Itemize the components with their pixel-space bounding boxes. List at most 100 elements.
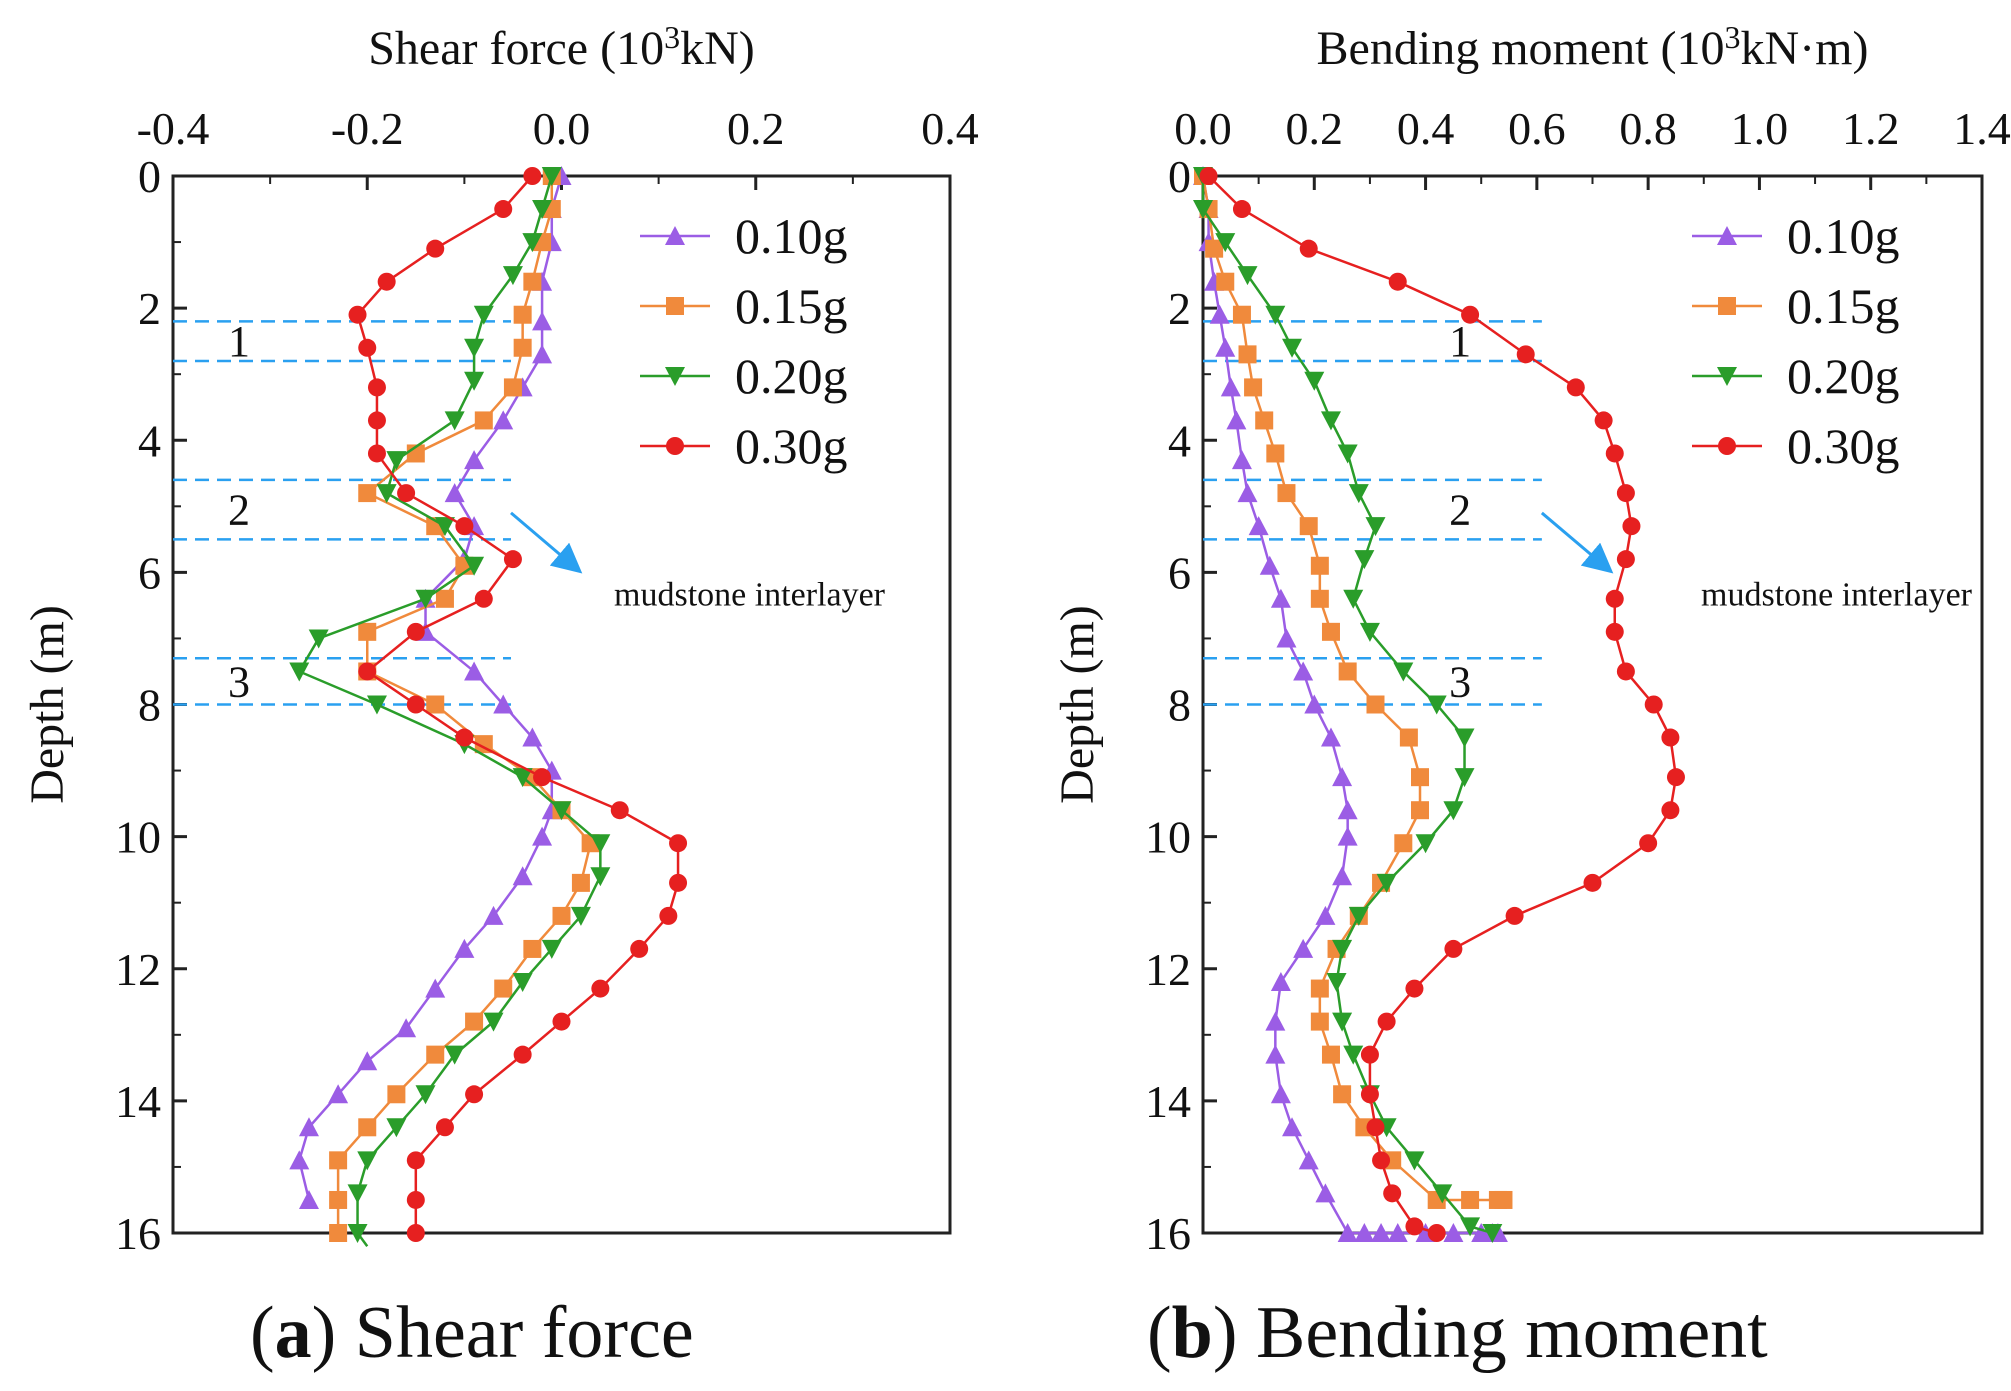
data-point xyxy=(426,695,445,714)
y-tick-label: 8 xyxy=(138,680,161,731)
x-tick-label: 1.4 xyxy=(1953,103,2011,154)
data-point xyxy=(328,1084,349,1104)
data-point xyxy=(1415,834,1436,854)
data-point xyxy=(1332,1012,1353,1032)
data-point xyxy=(415,1085,436,1105)
data-point xyxy=(513,338,532,357)
data-point xyxy=(367,411,386,430)
data-point xyxy=(1193,200,1213,220)
data-point xyxy=(1321,622,1340,641)
data-point xyxy=(1366,1118,1385,1137)
data-point xyxy=(464,450,485,470)
data-point xyxy=(1326,972,1347,992)
data-point xyxy=(494,200,513,219)
data-point xyxy=(289,1150,310,1170)
y-axis-title: Depth (m) xyxy=(21,605,74,804)
data-point xyxy=(1337,1223,1358,1242)
data-point xyxy=(533,768,552,787)
data-point xyxy=(1432,1184,1453,1204)
x-axis-title: Bending moment (103kN·m) xyxy=(1317,19,1869,75)
data-point xyxy=(1282,338,1303,358)
data-point xyxy=(474,411,493,430)
data-point xyxy=(1238,345,1257,364)
data-point xyxy=(1259,555,1280,575)
data-point xyxy=(1205,239,1224,258)
data-point xyxy=(1333,1085,1352,1104)
data-point xyxy=(1443,1223,1464,1242)
y-tick-label: 16 xyxy=(115,1208,161,1259)
data-point xyxy=(1304,694,1325,714)
layer-label: 3 xyxy=(1449,657,1471,706)
data-point xyxy=(1354,1223,1375,1242)
data-point xyxy=(1411,801,1430,820)
data-point xyxy=(435,1118,454,1137)
data-point xyxy=(425,978,446,998)
data-point xyxy=(1405,1217,1424,1236)
data-point xyxy=(367,378,386,397)
data-point xyxy=(1411,768,1430,787)
data-point xyxy=(376,484,397,504)
legend-label: 0.30g xyxy=(1787,418,1900,474)
x-tick-label: -0.4 xyxy=(137,103,210,154)
data-point xyxy=(386,1118,407,1138)
x-tick-label: 0.2 xyxy=(727,103,785,154)
data-point xyxy=(1393,662,1414,682)
data-point xyxy=(1237,483,1258,503)
data-point xyxy=(1199,167,1218,185)
data-point xyxy=(1583,873,1602,892)
data-point xyxy=(1277,484,1296,503)
data-point xyxy=(513,305,532,324)
legend-label: 0.20g xyxy=(1787,348,1900,404)
data-point xyxy=(1226,410,1247,430)
data-point xyxy=(1359,622,1380,642)
data-point xyxy=(473,305,494,325)
x-tick-label: 1.0 xyxy=(1731,103,1789,154)
data-point xyxy=(366,695,387,715)
data-point xyxy=(532,344,553,364)
data-point xyxy=(1338,662,1357,681)
data-point xyxy=(1232,200,1251,219)
data-point xyxy=(406,622,425,641)
annotation-mudstone: mudstone interlayer xyxy=(614,576,886,613)
data-point xyxy=(1399,728,1418,747)
data-point xyxy=(1661,801,1680,820)
legend-marker xyxy=(1717,226,1737,245)
data-point xyxy=(1605,444,1624,463)
data-point xyxy=(503,378,522,397)
data-point xyxy=(630,939,649,958)
legend-marker xyxy=(666,297,684,315)
legend-label: 0.15g xyxy=(735,278,848,334)
data-point xyxy=(1616,550,1635,569)
data-point xyxy=(1216,272,1235,291)
y-tick-label: 14 xyxy=(1145,1076,1191,1127)
layer-label: 2 xyxy=(228,486,250,535)
x-axis-title: Shear force (103kN) xyxy=(368,19,755,75)
data-point xyxy=(1265,1044,1286,1064)
data-point xyxy=(1255,411,1274,430)
data-point xyxy=(1454,728,1475,748)
data-point xyxy=(1337,826,1358,846)
data-point xyxy=(329,1224,348,1242)
data-point xyxy=(465,1012,484,1031)
data-point xyxy=(406,1190,425,1209)
x-tick-label: 0.4 xyxy=(1397,103,1455,154)
legend-label: 0.10g xyxy=(735,208,848,264)
data-point xyxy=(465,1085,484,1104)
data-point xyxy=(426,1045,445,1064)
data-point xyxy=(1332,767,1353,787)
data-point xyxy=(1265,305,1286,325)
y-tick-label: 10 xyxy=(1145,812,1191,863)
data-point xyxy=(571,873,590,892)
legend-label: 0.30g xyxy=(735,418,848,474)
data-point xyxy=(1315,1183,1336,1203)
data-point xyxy=(358,1118,377,1137)
data-point xyxy=(523,939,542,958)
y-tick-label: 2 xyxy=(138,283,161,334)
x-tick-label: 0.0 xyxy=(533,103,591,154)
data-point xyxy=(591,979,610,998)
data-point xyxy=(1293,938,1314,958)
data-point xyxy=(512,768,533,788)
data-point xyxy=(464,338,485,358)
data-point xyxy=(1644,695,1663,714)
